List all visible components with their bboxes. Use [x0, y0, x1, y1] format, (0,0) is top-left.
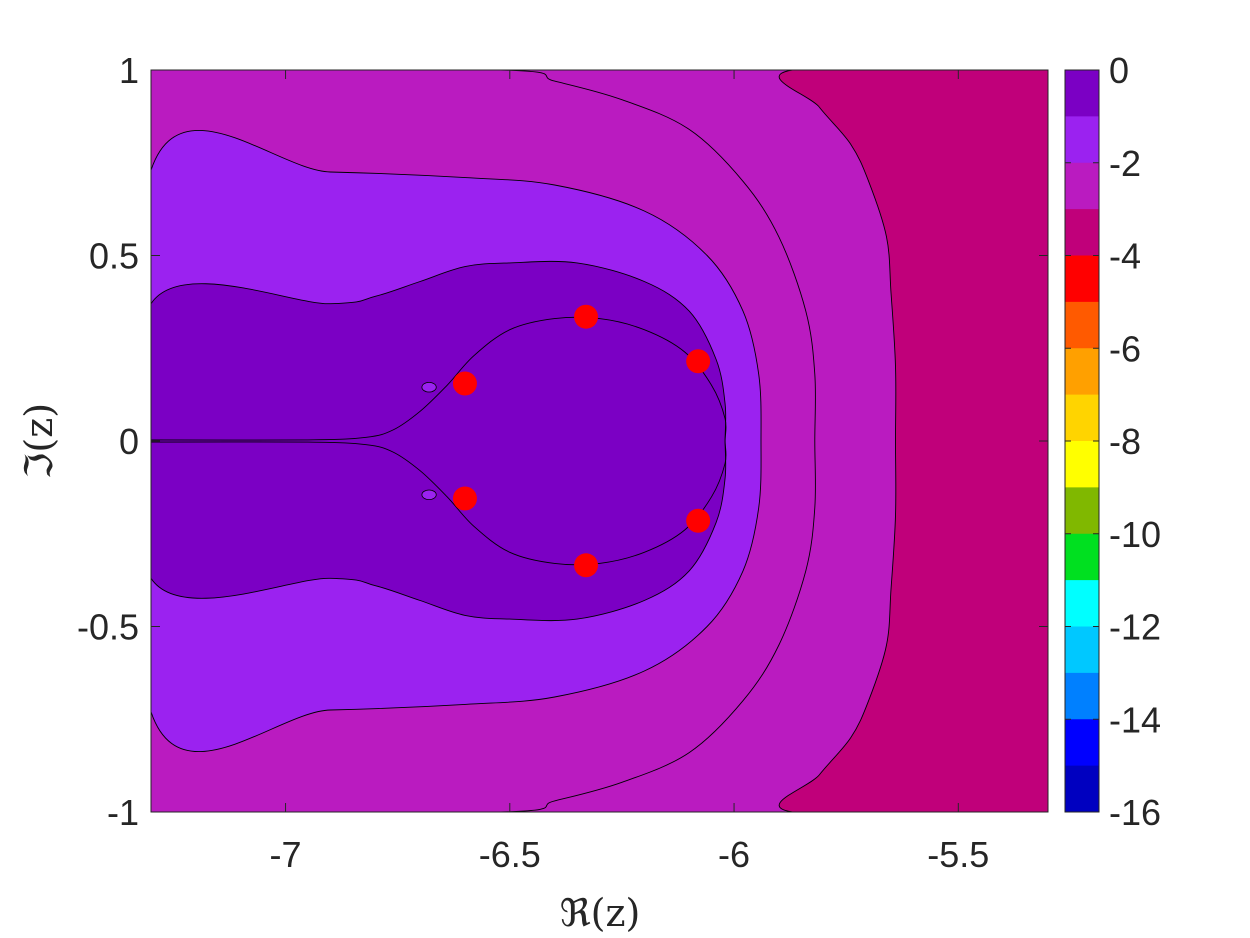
x-axis-label: ℜ(z) [560, 891, 641, 935]
colorbar-segment-13 [1065, 672, 1099, 720]
y-axis-label: ℑ(z) [17, 403, 61, 479]
colorbar-segment-4 [1065, 255, 1099, 303]
colorbar-segment-11 [1065, 580, 1099, 627]
colorbar-tick-label-5: -10 [1109, 514, 1161, 555]
colorbar-segment-0 [1065, 70, 1099, 117]
colorbar-tick-label-0: 0 [1109, 50, 1129, 91]
colorbar-tick-label-2: -4 [1109, 236, 1141, 277]
colorbar-segment-7 [1065, 394, 1099, 442]
eigenvalue-point-3 [686, 508, 711, 533]
colorbar-tick-label-8: -16 [1109, 792, 1161, 833]
contour-line-0 [151, 316, 727, 566]
colorbar-segment-3 [1065, 209, 1099, 256]
colorbar-segment-5 [1065, 301, 1099, 349]
y-tick-label-3: -0.5 [77, 607, 139, 648]
colorbar-segment-12 [1065, 626, 1099, 674]
colorbar-segment-9 [1065, 487, 1099, 535]
contour-region-2 [778, 70, 1048, 812]
colorbar-segment-2 [1065, 162, 1099, 210]
colorbar-segment-8 [1065, 441, 1099, 488]
colorbar-tick-label-4: -8 [1109, 421, 1141, 462]
colorbar-tick-label-1: -2 [1109, 143, 1141, 184]
colorbar-segment-10 [1065, 533, 1099, 581]
colorbar-segment-6 [1065, 348, 1099, 396]
eigenvalue-point-4 [574, 553, 599, 578]
colorbar-tick-label-7: -14 [1109, 699, 1161, 740]
eigenvalue-point-5 [452, 486, 477, 511]
x-tick-label-1: -6.5 [479, 834, 541, 875]
eigenvalue-point-2 [686, 349, 711, 374]
contour-region-5 [151, 260, 727, 622]
colorbar-segment-14 [1065, 719, 1099, 767]
axes: -7 -6.5 -6 -5.5 1 0.5 0 -0.5 -1 [77, 50, 1049, 875]
colorbar-tick-label-6: -12 [1109, 607, 1161, 648]
y-tick-label-2: 0 [119, 421, 139, 462]
x-tick-label-2: -6 [718, 834, 750, 875]
y-tick-label-0: 1 [119, 50, 139, 91]
eigenvalue-point-1 [574, 304, 599, 329]
colorbar-tick-label-3: -6 [1109, 328, 1141, 369]
eigenvalue-point-0 [452, 371, 477, 396]
x-tick-label-3: -5.5 [927, 834, 989, 875]
colorbar-segment-15 [1065, 765, 1099, 813]
plot-area [151, 70, 1048, 812]
y-tick-label-4: -1 [107, 792, 139, 833]
x-tick-label-0: -7 [270, 834, 302, 875]
small-contour-oval-1 [421, 489, 437, 501]
y-tick-label-1: 0.5 [89, 236, 139, 277]
colorbar-segment-1 [1065, 116, 1099, 164]
colorbar: 0 -2 -4 -6 -8 -10 -12 -14 -16 [1064, 50, 1161, 833]
small-contour-oval-0 [421, 381, 437, 393]
